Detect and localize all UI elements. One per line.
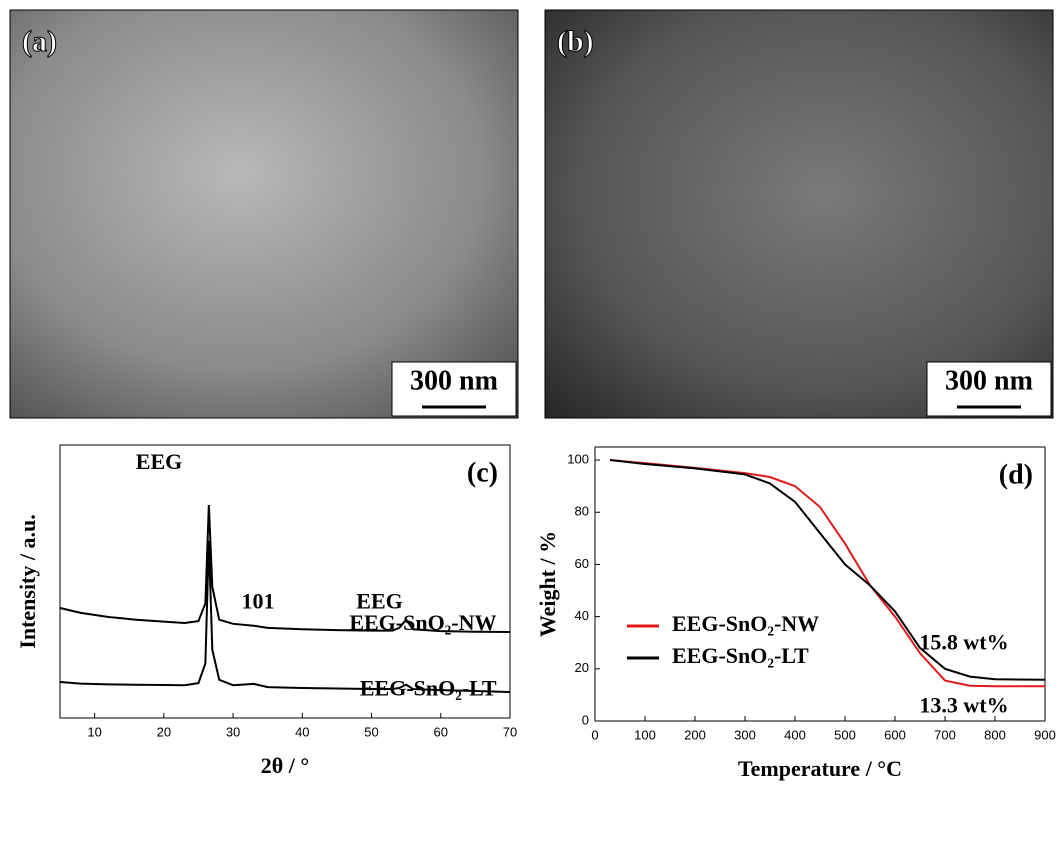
panel-label: (c) — [467, 457, 498, 488]
annotation: 15.8 wt% — [919, 629, 1008, 654]
x-tick-label: 50 — [364, 724, 378, 739]
annotation: EEG — [136, 449, 182, 474]
legend-label: EEG-SnO₂-LT — [672, 643, 809, 668]
x-tick-label: 900 — [1034, 727, 1056, 742]
y-tick-label: 80 — [575, 504, 589, 519]
y-tick-label: 60 — [575, 556, 589, 571]
scale-bar: 300 nm — [410, 365, 498, 396]
sem-a: (a) 300 nm — [10, 10, 518, 418]
scale-bar: 300 nm — [945, 365, 1033, 396]
sem-b: (b) 300 nm — [545, 10, 1053, 418]
y-tick-label: 0 — [582, 712, 589, 727]
y-tick-label: 40 — [575, 608, 589, 623]
y-tick-label: 100 — [567, 451, 589, 466]
plot-frame — [595, 447, 1045, 721]
x-tick-label: 400 — [784, 727, 806, 742]
y-tick-label: 20 — [575, 660, 589, 675]
panel-label: (d) — [999, 459, 1033, 490]
series-label: EEG-SnO₂-NW — [349, 610, 496, 635]
figure: (a) 300 nm (b) 300 nm 10 20 30 40 50 60 70 2θ /… — [0, 0, 1063, 846]
x-tick-label: 200 — [684, 727, 706, 742]
series-label: EEG-SnO₂-LT — [360, 676, 497, 701]
panel-label: (a) — [22, 25, 57, 58]
x-tick-label: 700 — [934, 727, 956, 742]
panel-label: (b) — [557, 25, 594, 58]
y-axis-title: Intensity / a.u. — [15, 514, 40, 648]
x-axis-title: Temperature / °C — [738, 756, 902, 781]
x-tick-label: 30 — [226, 724, 240, 739]
x-tick-label: 300 — [734, 727, 756, 742]
x-tick-label: 20 — [157, 724, 171, 739]
x-tick-label: 500 — [834, 727, 856, 742]
legend-label: EEG-SnO₂-NW — [672, 611, 819, 636]
x-tick-label: 60 — [434, 724, 448, 739]
x-tick-label: 70 — [503, 724, 517, 739]
x-axis-title: 2θ / ° — [261, 753, 309, 778]
x-tick-label: 600 — [884, 727, 906, 742]
x-tick-label: 800 — [984, 727, 1006, 742]
y-axis-title: Weight / % — [535, 531, 560, 637]
x-tick-label: 40 — [295, 724, 309, 739]
annotation: 13.3 wt% — [919, 692, 1008, 717]
annotation: 101 — [242, 588, 275, 613]
x-tick-label: 100 — [634, 727, 656, 742]
annotation: EEG — [356, 588, 402, 613]
x-tick-label: 10 — [87, 724, 101, 739]
x-tick-label: 0 — [591, 727, 598, 742]
